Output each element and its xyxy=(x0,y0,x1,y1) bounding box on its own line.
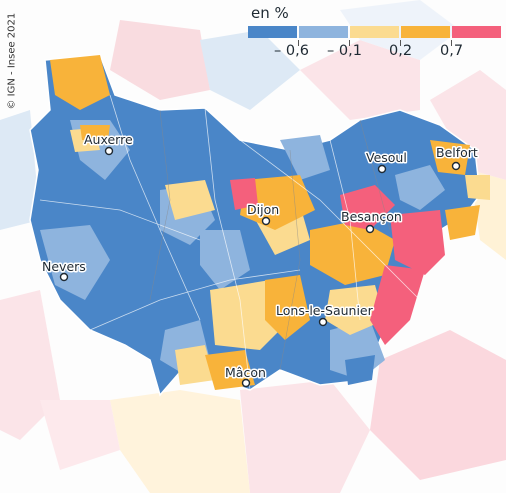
city-macon: Mâcon xyxy=(224,364,267,388)
legend-swatch xyxy=(350,26,399,38)
legend-tick xyxy=(451,40,452,46)
legend-tick xyxy=(400,40,401,46)
city-label-vesoul: Vesoul xyxy=(366,150,407,165)
copyright-notice: © IGN - Insee 2021 xyxy=(6,12,18,110)
legend-tick xyxy=(298,40,299,46)
legend-threshold-label: – 0,1 xyxy=(327,43,362,59)
city-besancon: Besançon xyxy=(340,208,403,234)
city-label-belfort: Belfort xyxy=(436,145,478,160)
city-auxerre: Auxerre xyxy=(83,131,134,156)
city-belfort: Belfort xyxy=(435,144,479,171)
city-markers: Auxerre Vesoul Belfort Dijon Besançon Ne… xyxy=(41,131,479,388)
city-label-besancon: Besançon xyxy=(341,209,402,224)
legend-title: en % xyxy=(251,4,289,22)
legend-swatch xyxy=(299,26,348,38)
region-bfc xyxy=(29,54,490,397)
legend-swatch xyxy=(452,26,501,38)
legend-swatch xyxy=(248,26,297,38)
city-lons-le-saunier: Lons-le-Saunier xyxy=(275,302,375,327)
city-dijon: Dijon xyxy=(246,201,281,226)
city-vesoul: Vesoul xyxy=(365,149,408,174)
legend-color-bar xyxy=(248,26,503,38)
legend-swatch xyxy=(401,26,450,38)
city-label-lons-le-saunier: Lons-le-Saunier xyxy=(276,303,374,318)
legend-threshold-label: 0,2 xyxy=(389,43,413,59)
city-label-dijon: Dijon xyxy=(247,202,279,217)
city-label-macon: Mâcon xyxy=(225,365,266,380)
legend-threshold-label: – 0,6 xyxy=(274,43,309,59)
city-label-nevers: Nevers xyxy=(42,259,86,274)
legend-tick xyxy=(349,40,350,46)
legend-threshold-label: 0,7 xyxy=(440,43,464,59)
city-label-auxerre: Auxerre xyxy=(84,132,133,147)
city-nevers: Nevers xyxy=(41,258,87,282)
